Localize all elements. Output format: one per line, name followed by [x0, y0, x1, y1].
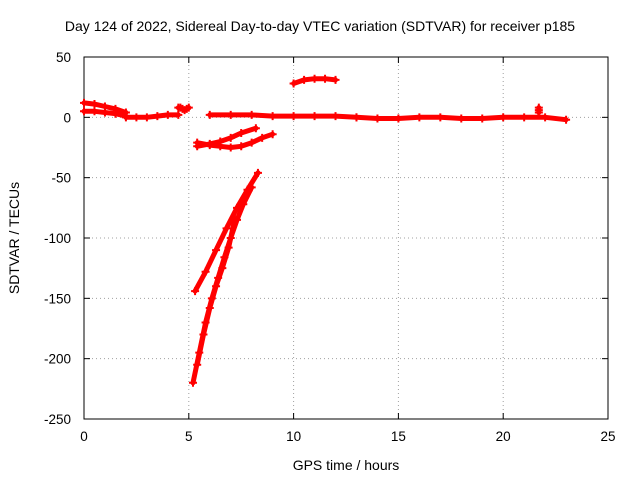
data-point [132, 113, 141, 122]
data-point [258, 133, 267, 142]
data-point [251, 124, 260, 133]
data-point [562, 115, 571, 124]
data-point [499, 113, 508, 122]
series-early-high [80, 98, 130, 117]
data-point [253, 168, 262, 177]
data-point [80, 107, 88, 116]
data-point [520, 113, 529, 122]
data-point [415, 113, 424, 122]
data-point [352, 113, 361, 122]
data-point [212, 246, 221, 255]
series-early-low [80, 107, 130, 121]
data-point [191, 287, 200, 296]
chart-title: Day 124 of 2022, Sidereal Day-to-day VTE… [64, 18, 576, 34]
data-point [90, 107, 99, 116]
data-point [436, 113, 445, 122]
data-point [174, 110, 183, 119]
data-point [142, 113, 151, 122]
data-point [268, 112, 277, 121]
data-point [237, 129, 246, 138]
y-tick-label: -200 [44, 352, 71, 367]
data-point [222, 224, 231, 233]
data-point [226, 133, 235, 142]
data-point [331, 75, 340, 84]
data-point [193, 360, 202, 369]
data-point [199, 330, 208, 339]
series-baseline-a [121, 110, 183, 122]
grid-lines [84, 57, 608, 419]
y-tick-label: -150 [44, 291, 71, 306]
data-point [193, 138, 202, 147]
data-point [226, 110, 235, 119]
data-point [310, 112, 319, 121]
data-point [268, 130, 277, 139]
x-tick-label: 15 [391, 429, 406, 444]
y-tick-label: -100 [44, 231, 71, 246]
y-tick-label: -250 [44, 412, 71, 427]
data-point [80, 98, 88, 107]
data-point [121, 113, 130, 122]
data-point [289, 112, 298, 121]
y-tick-label: 50 [56, 50, 71, 65]
data-point [111, 109, 120, 118]
data-point [247, 110, 256, 119]
data-point [188, 378, 197, 387]
data-point [310, 74, 319, 83]
data-point [205, 110, 214, 119]
data-point [212, 282, 221, 291]
data-point [205, 141, 214, 150]
x-tick-label: 0 [80, 429, 88, 444]
data-point [541, 113, 550, 122]
data-point [153, 112, 162, 121]
data-point [331, 112, 340, 121]
y-tick-label: 0 [63, 110, 71, 125]
data-point [230, 214, 239, 223]
data-point [90, 100, 99, 109]
data-point [163, 110, 172, 119]
x-axis-label: GPS time / hours [292, 457, 400, 473]
series-neg-arc-b [193, 130, 277, 152]
data-point [534, 103, 543, 112]
data-point [457, 114, 466, 123]
x-tick-label: 5 [185, 429, 193, 444]
data-point [226, 143, 235, 152]
data-point [239, 200, 248, 209]
data-point [100, 108, 109, 117]
series-spike-4.7 [174, 103, 193, 115]
series-high-arc [289, 74, 340, 88]
y-tick-label: -50 [51, 171, 71, 186]
data-point [218, 264, 227, 273]
axis-ticks: 0 5 10 15 20 25 -250 -200 -150 -100 -50 0 50 [44, 50, 616, 444]
data-point [201, 267, 210, 276]
plot-frame [83, 56, 609, 420]
series-baseline-c [352, 113, 571, 124]
series-deep-middle [193, 214, 239, 369]
data-point [205, 303, 214, 312]
series-spike-21.7 [534, 103, 543, 117]
data-point [373, 114, 382, 123]
data-point [184, 103, 193, 112]
data-point [300, 75, 309, 84]
series-trace [194, 216, 238, 368]
x-tick-label: 25 [600, 429, 615, 444]
data-point [247, 183, 256, 192]
data-point [478, 114, 487, 123]
data-point [321, 74, 330, 83]
data-point [289, 79, 298, 88]
x-tick-label: 10 [286, 429, 301, 444]
data-point [224, 243, 233, 252]
series-baseline-b [205, 110, 361, 122]
series-deep-upper [191, 168, 262, 296]
x-tick-label: 20 [496, 429, 511, 444]
data-point [247, 138, 256, 147]
data-point [394, 114, 403, 123]
data-point [216, 142, 225, 151]
data-points [80, 74, 571, 387]
data-point [237, 142, 246, 151]
